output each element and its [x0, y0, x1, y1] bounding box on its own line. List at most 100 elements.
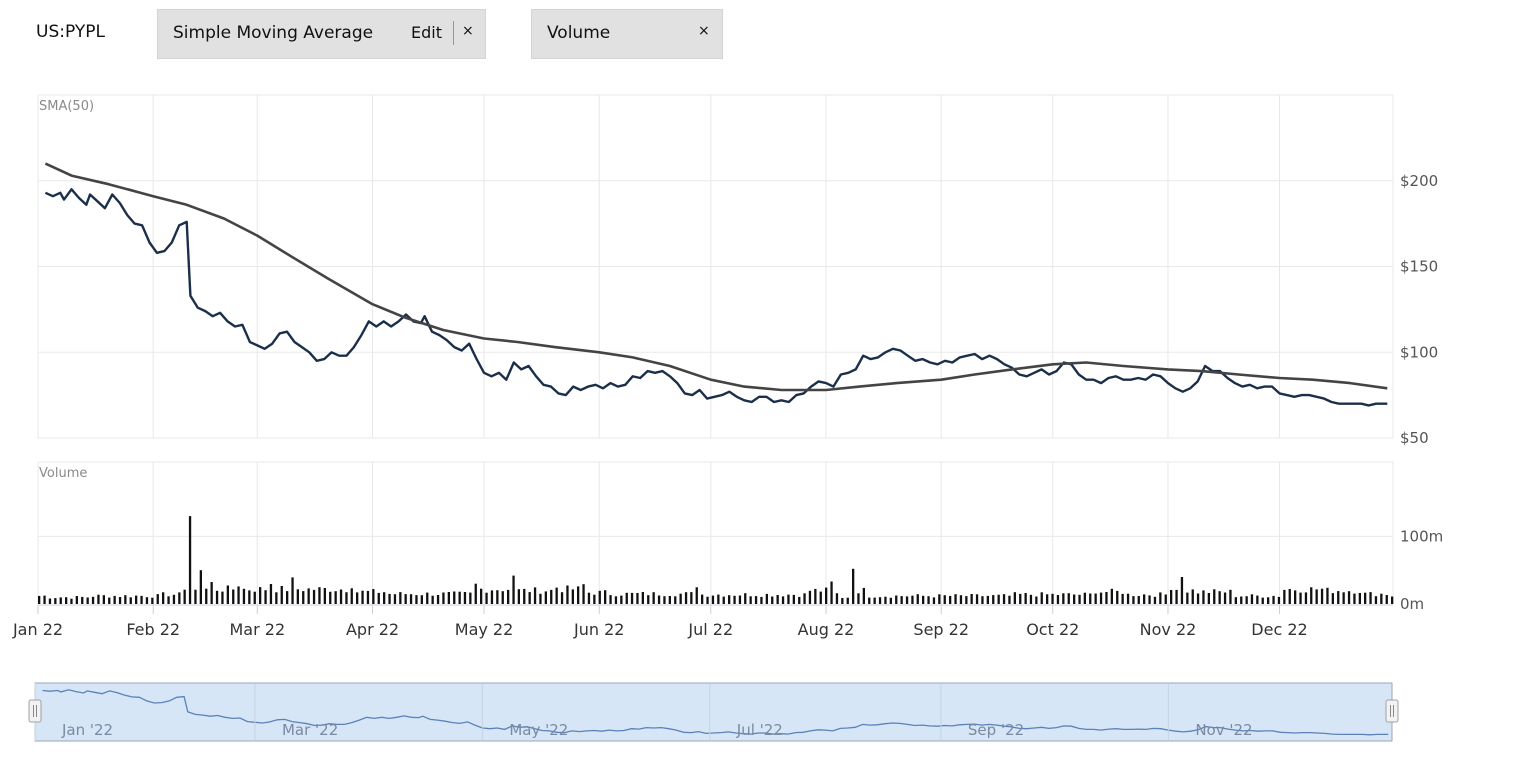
handle-grip[interactable] [28, 699, 42, 723]
volume-bar [1143, 594, 1146, 604]
x-tick-label: May 22 [455, 620, 514, 639]
volume-bar [1073, 594, 1076, 604]
x-tick-label: Mar 22 [229, 620, 285, 639]
volume-bar [248, 590, 251, 604]
volume-bar [679, 593, 682, 604]
volume-bar [830, 581, 833, 604]
volume-indicator-label: Volume [547, 23, 611, 43]
volume-bar [1250, 594, 1254, 604]
chart-toolbar: US:PYPL Simple Moving Average Edit × Vol… [0, 0, 1521, 80]
x-tick-label: Oct 22 [1026, 620, 1079, 639]
volume-bar [1186, 592, 1189, 604]
volume-bar [188, 516, 192, 604]
x-tick-label: Apr 22 [346, 620, 399, 639]
volume-bar [997, 594, 1000, 604]
volume-bar [361, 590, 364, 604]
volume-bar [970, 594, 973, 604]
volume-bar [490, 590, 494, 604]
volume-bar [129, 597, 132, 604]
volume-bar [598, 590, 601, 604]
volume-bar [609, 595, 612, 604]
volume-bar [1148, 595, 1151, 604]
volume-bar [1353, 593, 1356, 604]
volume-bar [701, 594, 704, 604]
volume-bar [1234, 597, 1237, 604]
volume-bar [307, 588, 310, 604]
remove-volume-button[interactable]: × [698, 23, 710, 39]
volume-bar [577, 586, 580, 604]
volume-bar [383, 592, 386, 604]
volume-bar [404, 594, 407, 604]
volume-bar [884, 596, 887, 604]
volume-bar [846, 597, 849, 604]
navigator-label: May '22 [509, 721, 568, 739]
volume-bar [1331, 593, 1334, 604]
volume-bar [102, 595, 105, 604]
volume-bar [1337, 591, 1340, 604]
volume-bar [1320, 588, 1324, 604]
navigator-right-handle[interactable] [1385, 699, 1399, 723]
volume-bar [857, 593, 860, 604]
volume-bar [269, 584, 273, 604]
chip-divider [453, 21, 454, 45]
remove-sma-button[interactable]: × [462, 23, 474, 39]
navigator-selection[interactable] [34, 682, 1393, 742]
volume-bar [992, 595, 995, 604]
volume-bar [75, 596, 78, 604]
volume-bar [1008, 595, 1011, 604]
volume-bar [1062, 593, 1065, 604]
price-y-axis: $50 $100 $150 $200 [1400, 172, 1438, 447]
volume-bar [1202, 590, 1205, 604]
volume-bar [544, 591, 547, 604]
volume-bar [323, 588, 326, 604]
volume-bar [377, 592, 380, 604]
volume-bar [113, 595, 116, 604]
volume-bar [1261, 597, 1264, 604]
handle-grip[interactable] [1385, 699, 1399, 723]
volume-bar [798, 596, 801, 604]
volume-bar [1180, 577, 1184, 604]
volume-bar [1013, 592, 1016, 604]
volume-bar [1051, 593, 1054, 604]
volume-bar [771, 596, 774, 604]
sma-indicator-label: Simple Moving Average [173, 23, 374, 43]
volume-bar [1159, 592, 1162, 604]
x-tick-label: Aug 22 [798, 620, 855, 639]
volume-bar [539, 593, 542, 604]
volume-bar [1294, 590, 1297, 604]
volume-bar [1374, 596, 1378, 604]
volume-bar [312, 589, 316, 604]
volume-bar [145, 597, 149, 604]
x-tick-label: Sep 22 [913, 620, 969, 639]
volume-bar [356, 592, 359, 604]
volume-bar [1056, 595, 1060, 604]
volume-bar [760, 596, 763, 604]
volume-bar [1067, 593, 1070, 604]
volume-y-axis: 0m 100m [1400, 527, 1443, 613]
volume-bar [684, 592, 688, 604]
volume-bar [1256, 595, 1259, 604]
volume-bar [1369, 592, 1372, 604]
volume-bar [1391, 596, 1394, 604]
volume-bar [911, 595, 914, 604]
volume-bar [754, 596, 758, 604]
volume-bar [1196, 593, 1200, 604]
volume-bar [657, 595, 661, 604]
volume-bar [1099, 592, 1103, 604]
volume-bar [711, 595, 715, 604]
volume-bar [647, 595, 650, 604]
volume-bar [480, 588, 483, 604]
volume-bar [1364, 592, 1367, 604]
volume-bar [97, 594, 100, 604]
volume-bar [275, 592, 278, 604]
volume-bar [334, 591, 337, 604]
volume-bar [205, 588, 208, 604]
volume-bar [900, 596, 903, 604]
edit-indicator-button[interactable]: Edit [411, 23, 442, 42]
navigator-label: Mar '22 [282, 721, 338, 739]
range-navigator[interactable]: Jan '22 Mar '22 May '22 Jul '22 Sep '22 Nov '… [28, 682, 1399, 742]
navigator-label: Jan '22 [61, 721, 113, 739]
navigator-left-handle[interactable] [28, 699, 42, 723]
x-tick-label: Dec 22 [1251, 620, 1307, 639]
